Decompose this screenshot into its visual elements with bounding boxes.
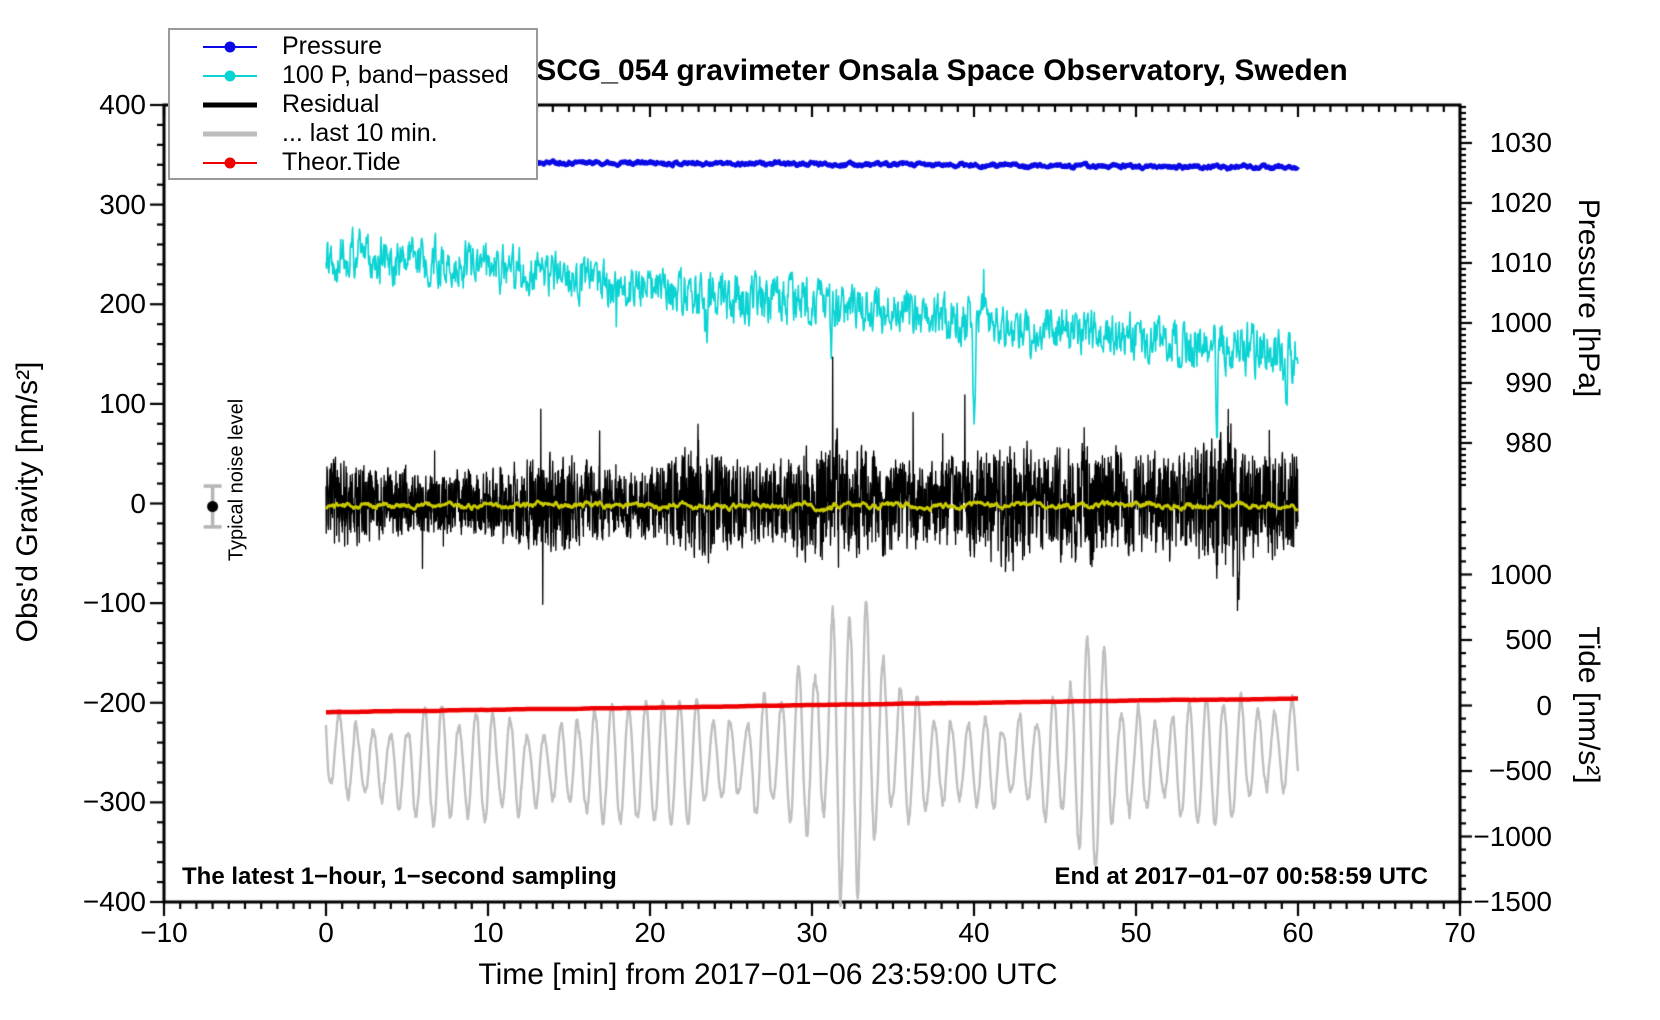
legend-line-sample [203,155,257,171]
legend-label: Residual [282,90,380,118]
legend-item: Pressure [170,32,536,61]
legend-line-sample [203,97,257,113]
legend-item: Residual [170,90,536,119]
legend-item: 100 P, band−passed [170,61,536,90]
legend-label: Theor.Tide [282,148,401,176]
legend-label: Pressure [282,32,383,60]
legend-dot-marker [224,70,236,81]
legend-line-sample [203,39,257,55]
legend-line-sample [203,126,257,142]
legend-item: ... last 10 min. [170,119,536,148]
legend-item: Theor.Tide [170,148,536,177]
legend-dot-marker [224,157,236,168]
legend-box: Pressure 100 P, band−passed Residual... la… [168,28,538,180]
legend-dot-marker [224,41,236,52]
legend-label: ... last 10 min. [282,119,438,147]
legend-line-sample [203,68,257,84]
legend-label: 100 P, band−passed [282,61,509,89]
